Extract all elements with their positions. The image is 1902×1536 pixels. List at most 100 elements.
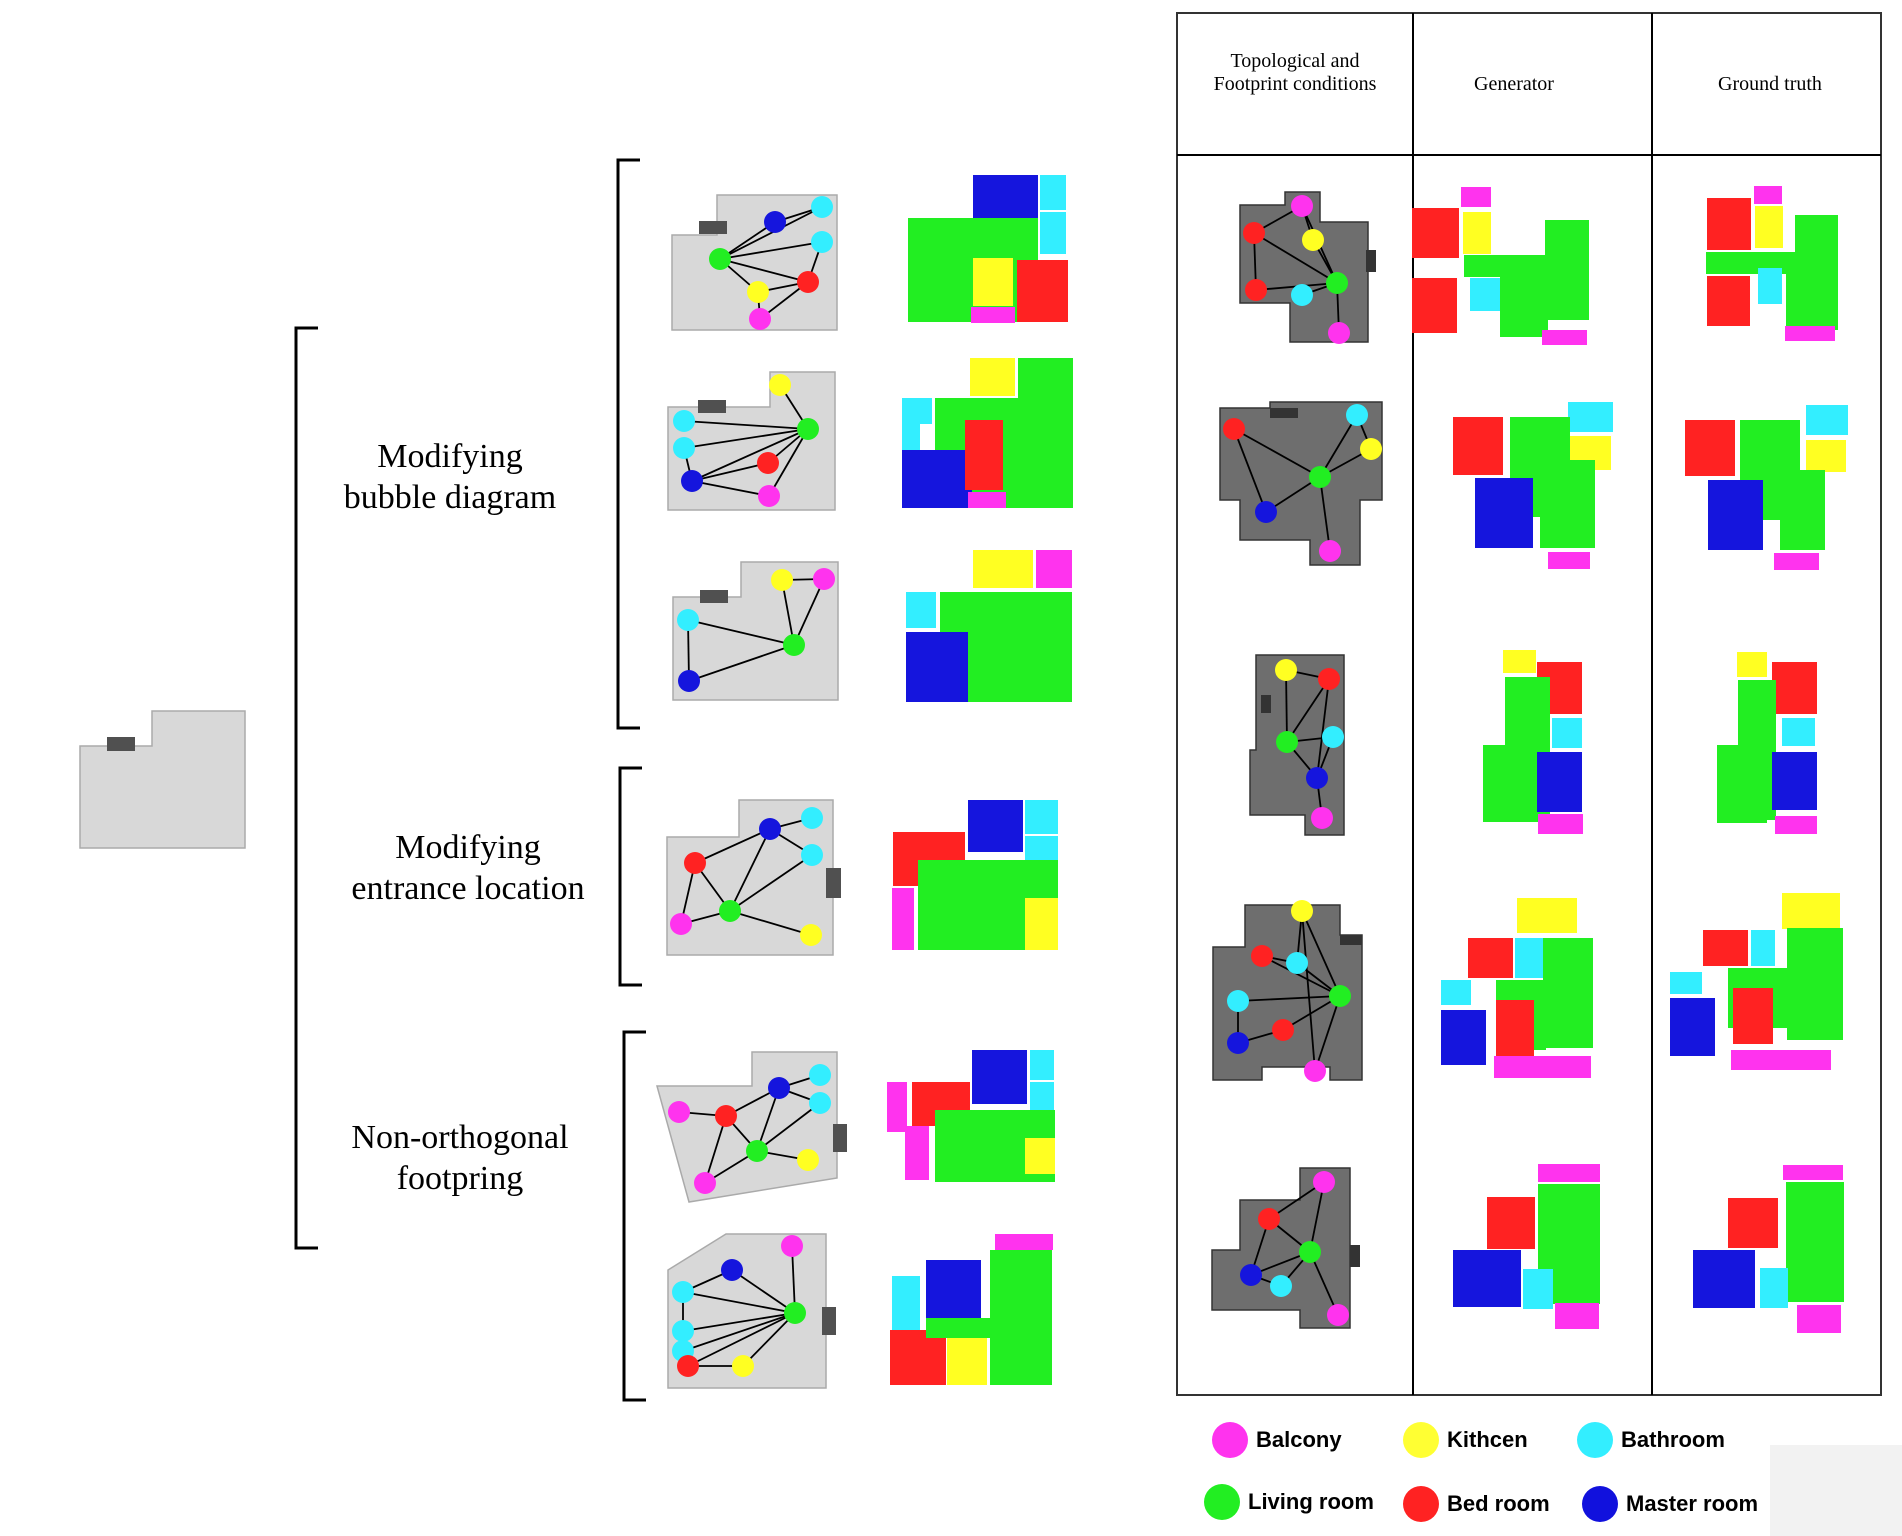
graph4-node [719, 900, 741, 922]
bracket-nonorthogonal [622, 1030, 646, 1402]
entrance-marker [699, 221, 727, 234]
gen-left-6-room [947, 1335, 987, 1385]
graph4-node [670, 913, 692, 935]
gen-left-6-room [890, 1330, 946, 1385]
cond1-node [1243, 222, 1265, 244]
table-border [1176, 12, 1882, 1396]
group-label-entrance-line1: Modifying [395, 829, 541, 866]
graph3-node [678, 670, 700, 692]
ground-truth-2-room [1780, 470, 1825, 550]
gen-left-2-room [970, 358, 1015, 396]
graph1-edge [719, 206, 823, 260]
header-generator: Generator [1474, 73, 1554, 95]
graph4-node [800, 924, 822, 946]
generator-3-room [1552, 718, 1582, 748]
graph3-edge [793, 578, 825, 646]
cond1-node [1291, 284, 1313, 306]
gen-left-1-room [973, 258, 1013, 306]
graph2-node [769, 374, 791, 396]
graph6-node [672, 1281, 694, 1303]
graph4-edge [694, 828, 771, 864]
header-conditions: Topological and Footprint conditions [1213, 50, 1377, 95]
condition-footprint [1239, 191, 1369, 343]
bracket-bubble [616, 158, 640, 730]
ground-truth-3-room [1782, 718, 1815, 746]
big-bracket [294, 326, 318, 1250]
generator-5-room [1453, 1250, 1521, 1307]
ground-truth-3-room [1737, 652, 1767, 677]
graph4-edge [729, 854, 813, 912]
cond4-edge [1261, 955, 1341, 997]
ground-truth-2-room [1806, 440, 1846, 472]
cond4-edge [1282, 995, 1341, 1031]
entrance-marker [1340, 935, 1362, 945]
gen-left-2-room [902, 424, 920, 450]
cond5-node [1313, 1171, 1335, 1193]
entrance-marker [833, 1124, 847, 1152]
graph4-edge [729, 828, 771, 912]
graph4-node [801, 844, 823, 866]
graph2-node [757, 452, 779, 474]
graph1-edge [719, 258, 809, 283]
gen-left-6-room [926, 1260, 981, 1322]
group-label-nonorthogonal-line2: footpring [396, 1160, 524, 1197]
legend-label-bedroom: Bed room [1447, 1491, 1550, 1516]
cond2-edge [1319, 476, 1331, 552]
ground-truth-5-room [1728, 1198, 1778, 1248]
cond4-node [1291, 900, 1313, 922]
ground-truth-3-room [1772, 662, 1817, 714]
gen-left-3-room [906, 632, 968, 702]
cond5-edge [1309, 1251, 1339, 1316]
cond4-node [1286, 952, 1308, 974]
cond5-node [1240, 1264, 1262, 1286]
graph6-node [677, 1355, 699, 1377]
graph4-node [759, 818, 781, 840]
cond2-node [1223, 418, 1245, 440]
entrance-marker [700, 590, 728, 603]
entrance-marker [826, 868, 841, 898]
graph1-node [797, 271, 819, 293]
gen-left-4-room [1025, 898, 1058, 950]
graph3-edge [781, 579, 795, 646]
generator-4-room [1494, 1056, 1591, 1078]
generator-4-room [1441, 1010, 1486, 1065]
graph3-node [813, 568, 835, 590]
graph6-edge [682, 1312, 796, 1352]
graph6-node [721, 1259, 743, 1281]
gen-left-4-room [968, 800, 1023, 852]
graph2-edge [691, 428, 809, 482]
gen-left-5-room [972, 1050, 1027, 1104]
graph6-edge [687, 1312, 796, 1367]
graph3-node [783, 634, 805, 656]
cond1-node [1328, 322, 1350, 344]
generator-1-room [1463, 212, 1491, 254]
gen-left-5-room [1030, 1050, 1054, 1080]
generator-3-room [1483, 745, 1523, 822]
graph2-node [673, 410, 695, 432]
cond5-edge [1309, 1181, 1325, 1253]
graph2-node [797, 418, 819, 440]
graph6-node [672, 1320, 694, 1342]
graph1-node [811, 231, 833, 253]
entrance-marker [1261, 695, 1271, 713]
cond2-edge [1319, 414, 1358, 478]
graph5-edge [756, 1102, 821, 1152]
graph4-node [801, 807, 823, 829]
legend-label-master: Master room [1626, 1491, 1759, 1516]
cond3-edge [1286, 678, 1330, 743]
cond3-node [1306, 767, 1328, 789]
gen-left-6-room [926, 1318, 991, 1338]
graph1-node [764, 211, 786, 233]
graph1-node [749, 308, 771, 330]
generator-5-room [1523, 1269, 1553, 1309]
graph5-node [715, 1105, 737, 1127]
graph3-edge [687, 619, 795, 646]
group-label-bubble-line1: Modifying [377, 438, 523, 475]
ground-truth-2-room [1806, 405, 1848, 435]
group-label-bubble-line2: bubble diagram [343, 479, 557, 516]
graph6-node [781, 1235, 803, 1257]
cond2-node [1319, 540, 1341, 562]
ground-truth-4-room [1670, 972, 1702, 994]
generator-2-room [1568, 402, 1613, 432]
